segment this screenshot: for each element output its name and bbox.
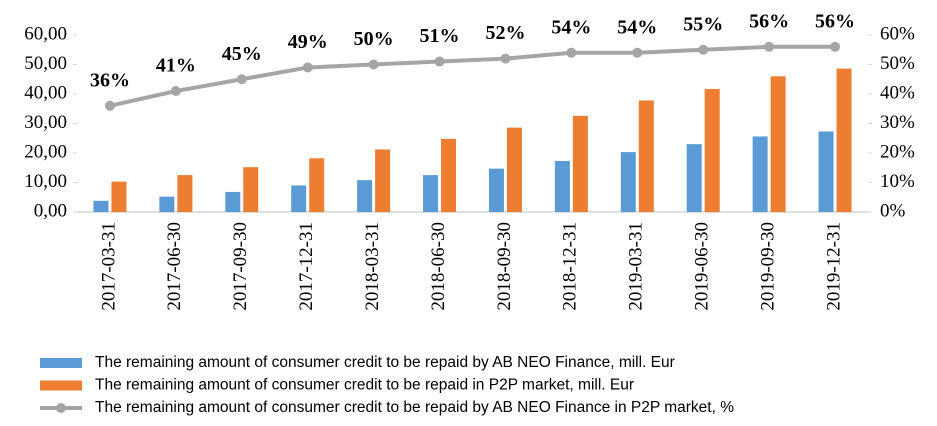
x-tick-label: 2017-03-31	[98, 222, 119, 311]
bar	[506, 127, 522, 212]
y-tick-label: 0,00	[34, 200, 67, 221]
bar	[309, 158, 325, 212]
x-tick-label: 2018-12-31	[560, 222, 581, 311]
x-tick-label: 2017-12-31	[296, 222, 317, 311]
x-tick-label: 2018-03-31	[362, 222, 383, 311]
data-label: 56%	[815, 10, 855, 32]
x-tick-label: 2017-09-30	[230, 222, 251, 311]
y-tick-label: 20,00	[24, 141, 67, 162]
bar	[111, 181, 127, 212]
line-marker	[368, 59, 379, 70]
data-label: 51%	[420, 25, 460, 47]
legend-label: The remaining amount of consumer credit …	[95, 399, 734, 416]
y-tick-label: 60,00	[24, 23, 67, 44]
legend-swatch-marker	[56, 403, 66, 413]
y-tick-label: 10,00	[24, 171, 67, 192]
bar	[225, 191, 241, 212]
line-marker	[632, 47, 643, 58]
y2-tick-label: 30%	[880, 112, 915, 133]
legend-label: The remaining amount of consumer credit …	[95, 354, 675, 371]
bar	[243, 167, 259, 212]
data-label: 55%	[683, 13, 723, 35]
x-tick-label: 2019-12-31	[823, 222, 844, 311]
bar	[554, 160, 570, 212]
bar	[638, 100, 654, 212]
line-marker	[500, 53, 511, 64]
bar	[488, 168, 504, 212]
bar	[770, 76, 786, 212]
bar	[441, 138, 457, 212]
data-label: 36%	[90, 69, 130, 91]
y2-tick-label: 50%	[880, 53, 915, 74]
bar	[375, 149, 391, 212]
data-label: 41%	[156, 55, 196, 77]
line-marker	[302, 62, 313, 73]
data-label: 56%	[749, 10, 789, 32]
bar	[291, 185, 307, 212]
bar	[620, 152, 636, 212]
x-tick-label: 2018-09-30	[494, 222, 515, 311]
y2-tick-label: 20%	[880, 141, 915, 162]
y-tick-label: 50,00	[24, 53, 67, 74]
x-tick-label: 2019-09-30	[757, 222, 778, 311]
legend-swatch	[40, 380, 82, 391]
line-marker	[830, 41, 841, 52]
line	[109, 44, 836, 108]
bar	[836, 68, 852, 212]
y2-tick-label: 0%	[880, 200, 906, 221]
bar	[704, 88, 720, 212]
data-label: 45%	[222, 43, 262, 65]
bar	[159, 196, 175, 212]
line-marker	[764, 41, 775, 52]
data-label: 49%	[288, 31, 328, 53]
x-tick-label: 2017-06-30	[164, 222, 185, 311]
y2-tick-label: 10%	[880, 171, 915, 192]
y-tick-label: 40,00	[24, 82, 67, 103]
line-marker	[104, 100, 115, 111]
data-label: 50%	[354, 28, 394, 50]
bar	[423, 175, 439, 212]
bar	[357, 180, 373, 212]
line-marker	[170, 86, 181, 97]
bar	[818, 131, 834, 212]
data-label: 54%	[551, 16, 591, 38]
line-marker	[566, 47, 577, 58]
bar	[572, 115, 588, 212]
legend-label: The remaining amount of consumer credit …	[95, 377, 634, 394]
data-label: 54%	[617, 16, 657, 38]
x-tick-label: 2019-06-30	[692, 222, 713, 311]
bar	[177, 175, 193, 212]
bar	[752, 136, 768, 212]
y2-tick-label: 60%	[880, 23, 915, 44]
line-marker	[236, 74, 247, 85]
data-label: 52%	[485, 22, 525, 44]
legend-swatch	[40, 358, 82, 368]
line-marker	[698, 44, 709, 55]
x-tick-label: 2019-03-31	[626, 222, 647, 311]
x-tick-label: 2018-06-30	[428, 222, 449, 311]
bar	[686, 144, 702, 212]
y2-tick-label: 40%	[880, 82, 915, 103]
line-marker	[434, 56, 445, 67]
y-tick-label: 30,00	[24, 112, 67, 133]
bar	[93, 200, 109, 212]
